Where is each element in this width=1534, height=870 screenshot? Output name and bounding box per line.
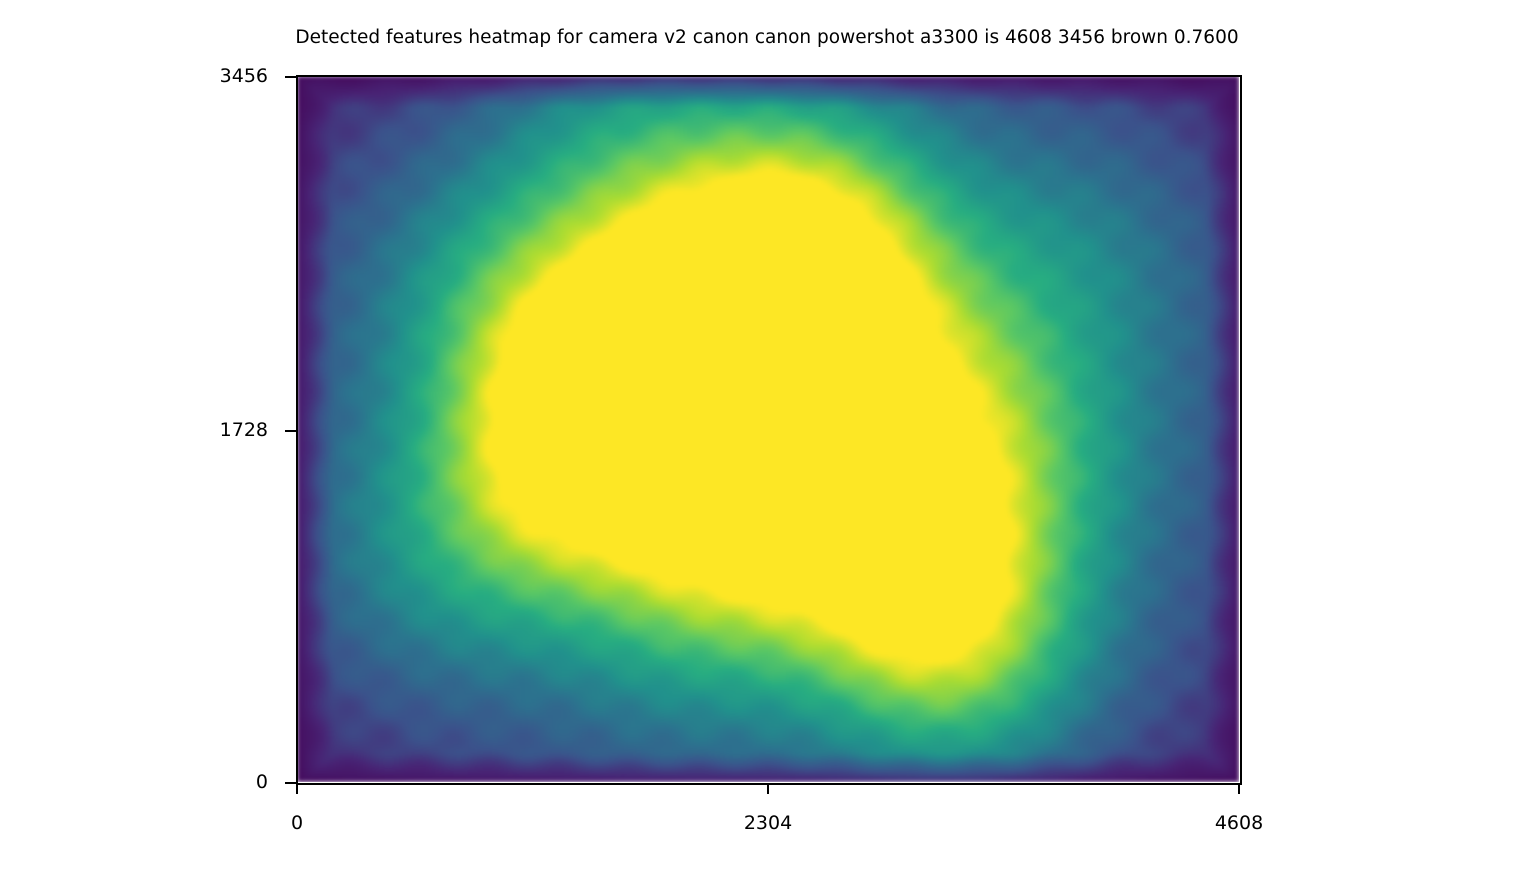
y-tick-label: 3456	[219, 65, 268, 87]
x-tick-mark	[1238, 783, 1240, 794]
x-tick-label: 2304	[743, 812, 793, 834]
y-tick-mark	[285, 76, 296, 78]
x-tick-mark	[296, 783, 298, 794]
heatmap-plot-area	[297, 76, 1239, 782]
x-tick-label: 0	[290, 812, 304, 834]
heatmap-image	[297, 76, 1239, 782]
y-tick-mark	[285, 782, 296, 784]
chart-title: Detected features heatmap for camera v2 …	[295, 27, 1239, 48]
x-tick-label: 4608	[1214, 812, 1264, 834]
y-tick-label: 1728	[219, 419, 268, 441]
y-tick-label: 0	[255, 771, 268, 793]
y-tick-mark	[285, 430, 296, 432]
x-tick-mark	[767, 783, 769, 794]
